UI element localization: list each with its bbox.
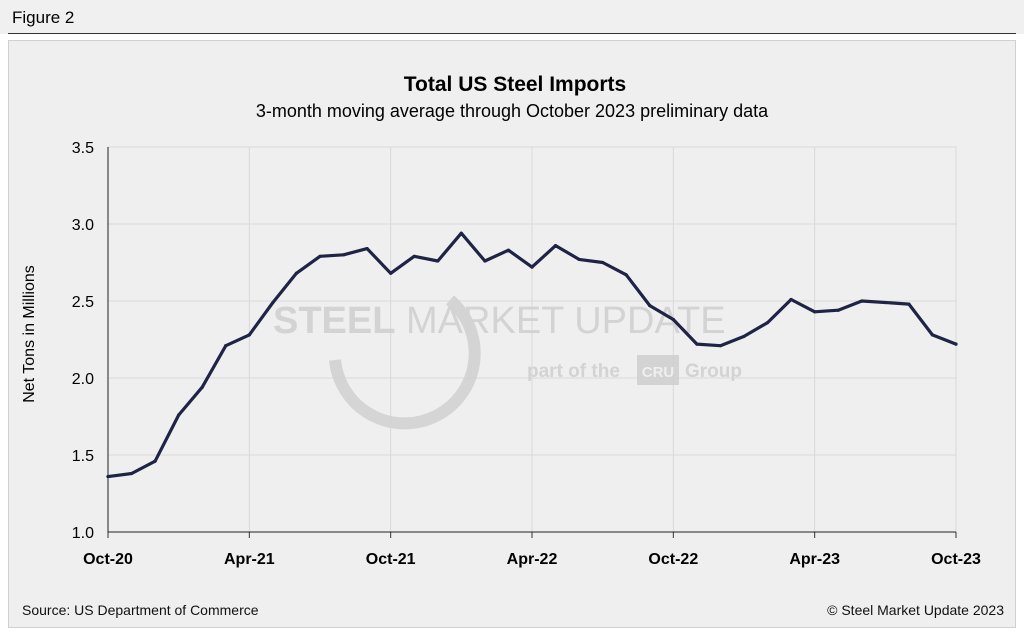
chart-title: Total US Steel Imports — [404, 73, 626, 96]
chart-panel — [8, 40, 1016, 628]
data-point — [389, 271, 393, 275]
watermark-cru: CRU — [642, 364, 675, 381]
data-point — [294, 271, 299, 275]
data-point — [506, 248, 511, 252]
data-point — [765, 320, 770, 325]
watermark-cru-logo-icon — [637, 355, 679, 385]
data-point — [436, 259, 440, 263]
data-point — [459, 231, 463, 235]
y-tick-label: 1.0 — [72, 525, 94, 542]
y-tick-labels: 1.0 1.5 2.0 2.5 3.0 3.5 — [72, 140, 94, 542]
data-point — [224, 344, 228, 348]
data-point — [671, 317, 675, 322]
data-point — [813, 310, 817, 314]
x-tick-label: Oct-23 — [931, 551, 981, 568]
data-point — [153, 459, 157, 463]
header-divider — [8, 33, 1016, 34]
data-point — [553, 243, 558, 248]
watermark: STEEL MARKET UPDATE part of the CRU Grou… — [273, 295, 742, 430]
data-point — [624, 273, 628, 277]
y-tick-label: 2.5 — [72, 294, 94, 311]
data-point — [695, 342, 699, 346]
x-tick-label: Oct-20 — [83, 551, 133, 568]
data-point — [341, 253, 346, 257]
data-point — [930, 333, 935, 337]
figure-header: Figure 2 — [0, 0, 1024, 34]
x-tick-label: Apr-22 — [507, 551, 558, 568]
axes — [107, 147, 957, 538]
data-point — [648, 304, 652, 308]
data-point — [318, 254, 322, 258]
svg-text:STEEL MARKET UPDATE: STEEL MARKET UPDATE — [273, 300, 726, 342]
data-point — [601, 260, 605, 265]
x-tick-labels: Oct-20 Apr-21 Oct-21 Apr-22 Oct-22 Apr-23 Oct-… — [83, 551, 981, 568]
data-point — [954, 342, 958, 346]
figure-label: Figure 2 — [12, 8, 75, 27]
x-tick-label: Oct-21 — [366, 551, 416, 568]
data-point — [106, 474, 110, 479]
data-point — [247, 333, 251, 337]
watermark-swoosh-icon — [329, 295, 481, 430]
data-point — [836, 308, 840, 312]
data-point — [907, 302, 911, 306]
data-point — [860, 299, 864, 303]
y-tick-label: 2.0 — [72, 371, 94, 388]
source-note: Source: US Department of Commerce — [22, 602, 259, 618]
data-point — [883, 300, 887, 305]
data-point — [271, 300, 275, 305]
data-point — [412, 254, 416, 258]
data-point — [718, 344, 723, 348]
data-point — [530, 265, 534, 269]
x-tick-label: Apr-23 — [789, 551, 840, 568]
watermark-steel: STEEL — [273, 300, 395, 342]
y-axis-label: Net Tons in Millions — [21, 265, 38, 403]
data-point — [577, 257, 581, 262]
data-point — [742, 334, 746, 339]
watermark-part-of: part of the — [527, 361, 620, 382]
data-point — [177, 413, 181, 417]
watermark-group: Group — [685, 361, 742, 382]
series-layer — [106, 231, 958, 479]
copyright-note: © Steel Market Update 2023 — [827, 602, 1004, 618]
data-point — [129, 471, 134, 476]
y-tick-label: 3.5 — [72, 140, 94, 157]
watermark-market-update: MARKET UPDATE — [395, 300, 725, 342]
chart-subtitle: 3-month moving average through October 2… — [256, 101, 769, 121]
x-tick-label: Oct-22 — [648, 551, 698, 568]
data-point — [200, 385, 204, 389]
data-point — [789, 297, 793, 302]
x-tick-label: Apr-21 — [224, 551, 275, 568]
data-point — [365, 247, 369, 251]
y-tick-label: 3.0 — [72, 217, 94, 234]
grid-lines — [108, 146, 957, 532]
y-tick-label: 1.5 — [72, 448, 94, 465]
data-point — [483, 259, 487, 263]
